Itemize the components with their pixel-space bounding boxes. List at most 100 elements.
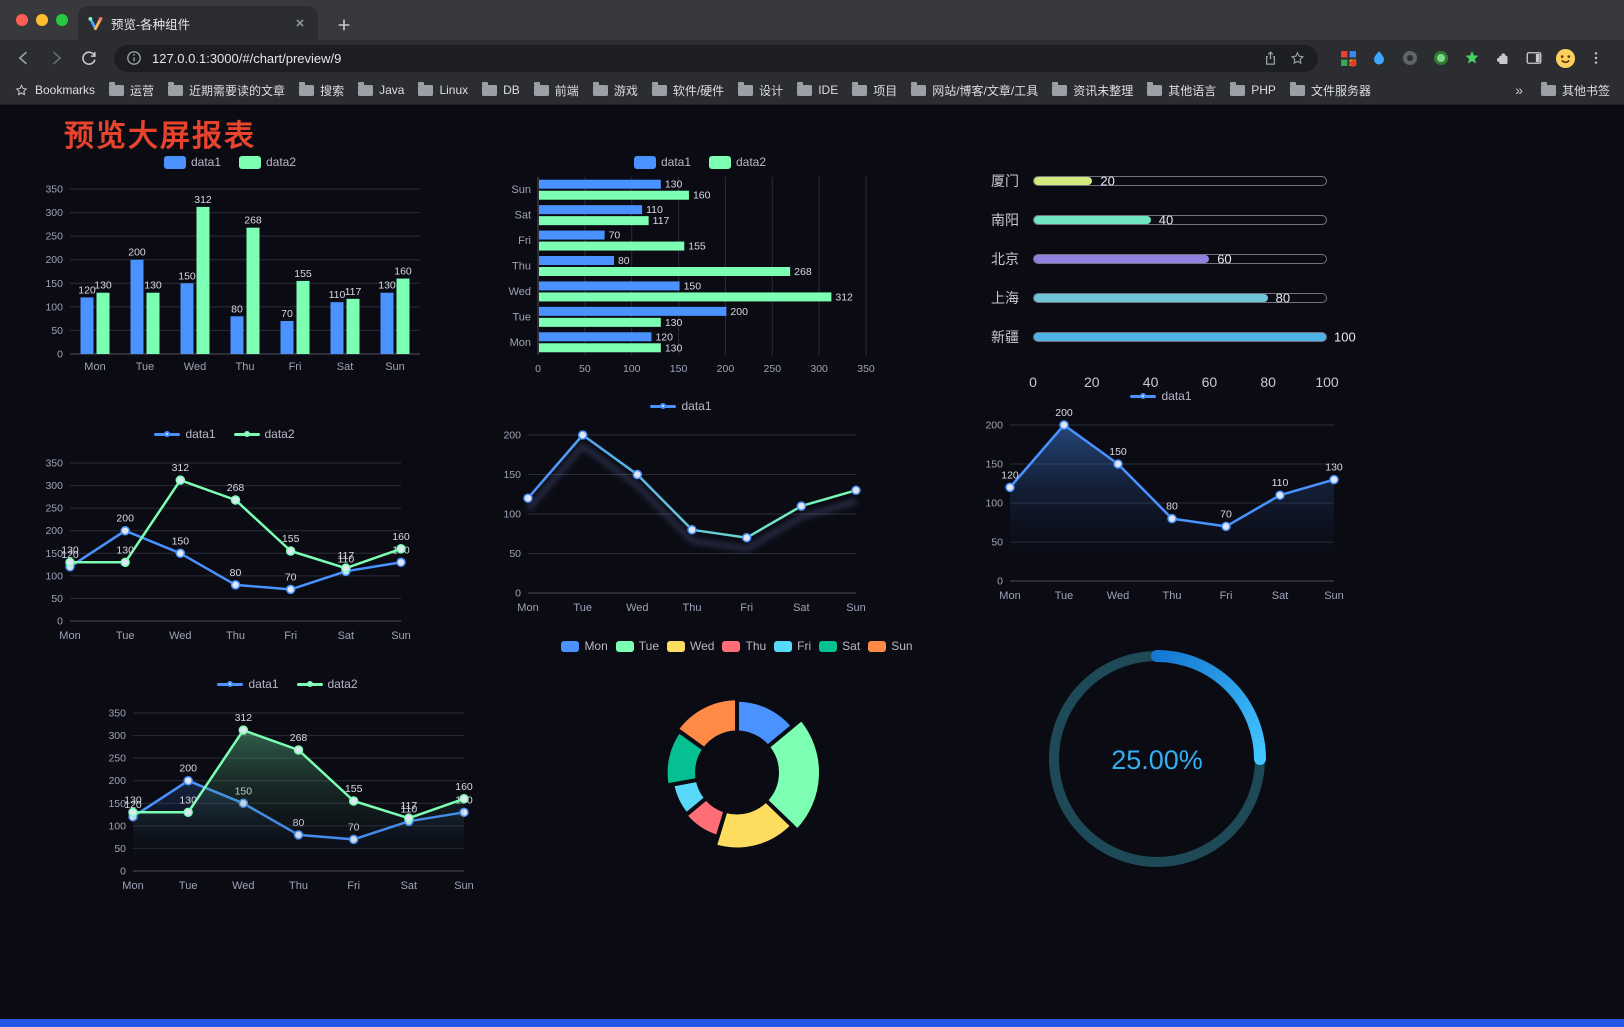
point-data2-Sat[interactable] (341, 563, 351, 573)
extensions-puzzle-icon[interactable] (1493, 48, 1513, 68)
progress-track[interactable]: 100 (1033, 329, 1356, 344)
point-data1-Sun[interactable] (1329, 474, 1339, 485)
point-data1-Sat[interactable] (1275, 490, 1285, 500)
bookmarks-label[interactable]: Bookmarks (14, 83, 95, 98)
legend-item-data1[interactable]: data1 (217, 677, 279, 691)
legend-item-Sat[interactable]: Sat (819, 639, 860, 653)
bar-data2-Wed[interactable] (196, 206, 210, 354)
tab-close-icon[interactable] (292, 15, 308, 31)
bookmark-star-icon[interactable] (1289, 50, 1306, 67)
bar-data2-Thu[interactable] (246, 227, 260, 354)
legend-item-data1[interactable]: data1 (650, 399, 712, 413)
window-close-button[interactable] (16, 14, 28, 26)
browser-tab[interactable]: 预览-各种组件 (78, 6, 318, 40)
back-button[interactable] (10, 44, 38, 72)
point-data1-Wed[interactable] (632, 469, 643, 480)
progress-track[interactable]: 60 (1033, 251, 1327, 266)
bookmark-folder[interactable]: IDE (797, 81, 838, 97)
menu-kebab-icon[interactable] (1586, 48, 1606, 68)
point-data1-Thu[interactable] (1167, 513, 1177, 524)
forward-button[interactable] (42, 44, 70, 72)
side-panel-icon[interactable] (1524, 48, 1544, 68)
legend-item-data2[interactable]: data2 (239, 155, 296, 169)
bookmark-folder[interactable]: 运营 (109, 81, 154, 99)
point-data1-Fri[interactable] (285, 584, 296, 595)
bookmark-folder[interactable]: Linux (418, 81, 468, 97)
extension-icon-2[interactable] (1369, 48, 1389, 68)
legend-item-data1[interactable]: data1 (1130, 389, 1192, 403)
legend-item-Mon[interactable]: Mon (561, 639, 608, 653)
point-data1-Sat[interactable] (796, 501, 807, 511)
legend-item-data2[interactable]: data2 (709, 155, 766, 169)
bar-data1-Tue[interactable] (539, 306, 727, 316)
address-bar[interactable]: 127.0.0.1:3000/#/chart/preview/9 (114, 44, 1318, 72)
slice-Tue[interactable] (763, 716, 824, 833)
bar-data1-Mon[interactable] (539, 332, 652, 342)
profile-avatar[interactable] (1555, 48, 1575, 68)
point-data1-Mon[interactable] (523, 493, 533, 503)
bar-data1-Sun[interactable] (539, 179, 661, 189)
point-data1-Wed[interactable] (1113, 459, 1123, 469)
bookmark-folder[interactable]: Java (358, 81, 404, 97)
progress-track[interactable]: 40 (1033, 212, 1327, 227)
bar-data1-Sat[interactable] (539, 205, 643, 215)
legend-item-data2[interactable]: data2 (233, 427, 295, 441)
new-tab-button[interactable] (330, 11, 358, 39)
bookmark-folder[interactable]: 其他语言 (1147, 81, 1216, 99)
point-data1-Wed[interactable] (175, 548, 186, 559)
legend-item-Wed[interactable]: Wed (667, 639, 714, 653)
bar-data2-Thu[interactable] (539, 267, 791, 276)
point-data2-Fri[interactable] (285, 546, 296, 556)
point-data2-Tue[interactable] (183, 807, 193, 818)
bar-data1-Fri[interactable] (280, 321, 294, 354)
point-data2-Sat[interactable] (404, 813, 414, 823)
bookmark-folder[interactable]: 近期需要读的文章 (168, 81, 285, 99)
point-data1-Sun[interactable] (851, 485, 861, 496)
point-data1-Mon[interactable] (1005, 482, 1015, 493)
bookmark-folder[interactable]: 游戏 (592, 81, 638, 99)
legend-item-data1[interactable]: data1 (633, 155, 691, 169)
legend-item-Fri[interactable]: Fri (774, 639, 811, 653)
bar-data2-Wed[interactable] (539, 292, 832, 302)
bar-data2-Sun[interactable] (396, 278, 410, 354)
legend-item-Tue[interactable]: Tue (615, 639, 659, 653)
point-data2-Wed[interactable] (175, 475, 186, 485)
point-data1-Sun[interactable] (396, 557, 406, 568)
point-data2-Mon[interactable] (128, 807, 138, 818)
legend-item-data2[interactable]: data2 (296, 677, 358, 691)
bar-data1-Tue[interactable] (130, 259, 144, 354)
other-bookmarks[interactable]: 其他书签 (1540, 81, 1610, 99)
bookmarks-overflow-chevron[interactable]: » (1515, 82, 1523, 98)
slice-Wed[interactable] (712, 798, 795, 852)
bar-data2-Sat[interactable] (539, 216, 649, 226)
slice-Sun[interactable] (674, 696, 739, 752)
extension-icon-3[interactable] (1400, 48, 1420, 68)
point-data1-Tue[interactable] (120, 525, 130, 536)
progress-track[interactable]: 80 (1033, 290, 1327, 305)
bar-data1-Sun[interactable] (380, 292, 394, 354)
point-data2-Sun[interactable] (459, 794, 469, 804)
bar-data1-Thu[interactable] (539, 256, 614, 265)
site-info-icon[interactable] (126, 50, 142, 66)
bar-data2-Fri[interactable] (539, 241, 685, 251)
bar-data1-Thu[interactable] (230, 316, 244, 354)
point-data2-Fri[interactable] (348, 796, 359, 806)
progress-track[interactable]: 20 (1033, 173, 1327, 188)
point-data1-Fri[interactable] (1221, 521, 1231, 532)
legend-item-data1[interactable]: data1 (154, 427, 216, 441)
bar-data1-Mon[interactable] (80, 297, 94, 354)
bookmark-folder[interactable]: 网站/博客/文章/工具 (911, 81, 1038, 99)
bookmark-folder[interactable]: 资讯未整理 (1052, 81, 1133, 99)
bookmark-folder[interactable]: 软件/硬件 (651, 81, 724, 99)
bookmark-folder[interactable]: 搜索 (299, 81, 344, 99)
bar-data1-Wed[interactable] (539, 281, 680, 291)
extension-icon-1[interactable] (1338, 48, 1358, 68)
bar-data2-Tue[interactable] (146, 292, 160, 354)
point-data2-Sun[interactable] (396, 544, 406, 554)
point-data1-Tue[interactable] (577, 430, 588, 440)
point-data1-Fri[interactable] (741, 532, 752, 543)
bar-data2-Sun[interactable] (539, 190, 689, 200)
point-data2-Thu[interactable] (293, 745, 304, 755)
bookmark-folder[interactable]: PHP (1230, 81, 1276, 97)
point-data1-Tue[interactable] (183, 775, 193, 786)
